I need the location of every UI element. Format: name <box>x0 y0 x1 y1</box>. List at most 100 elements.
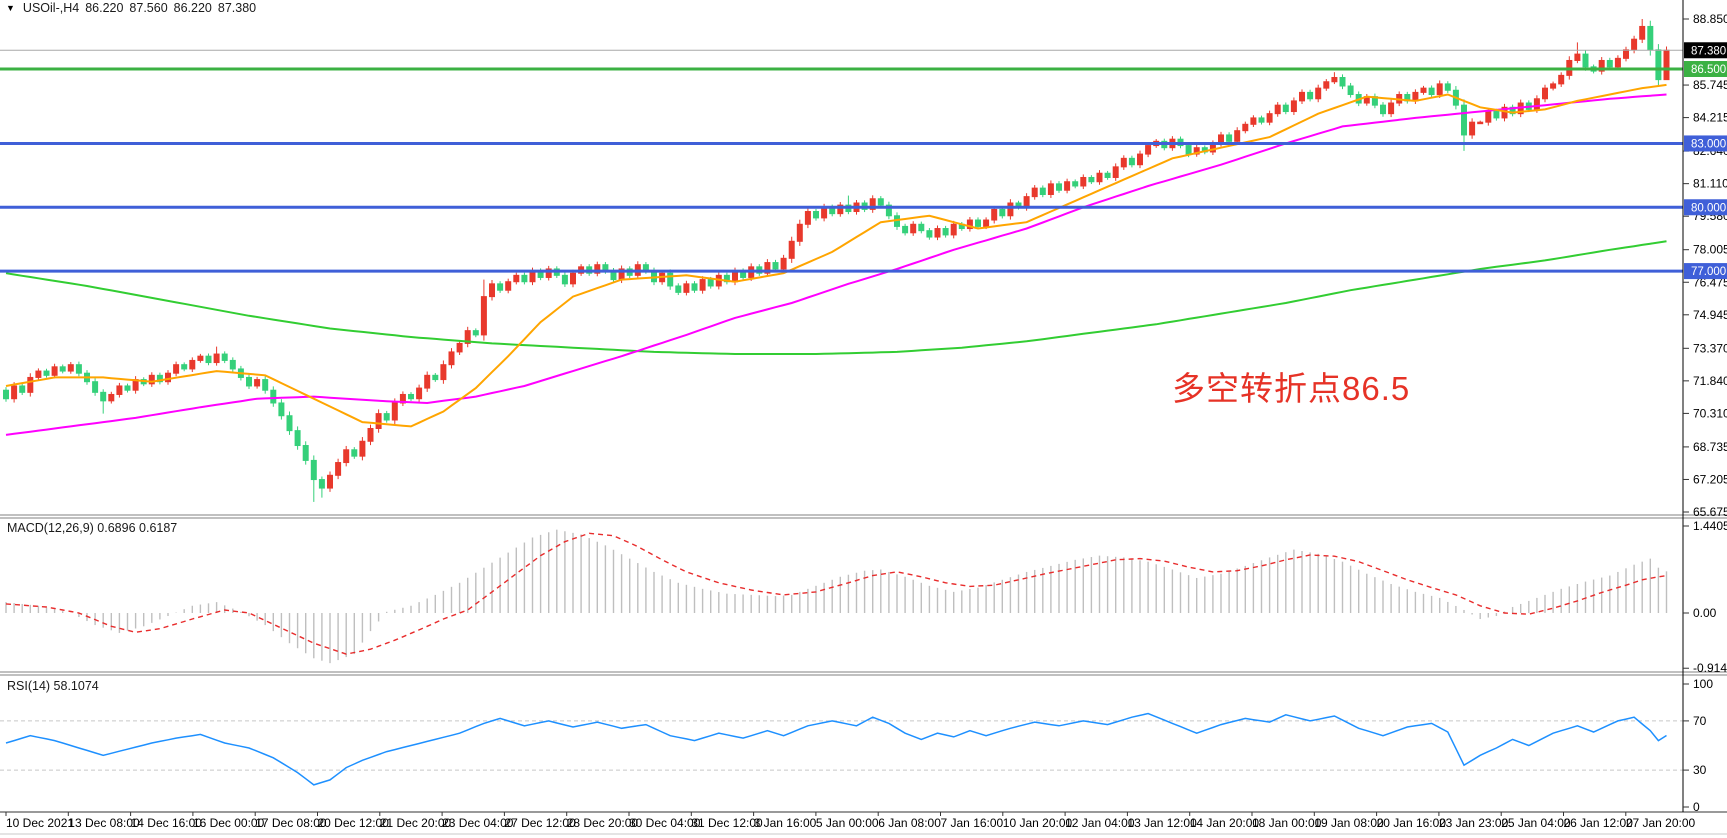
candle-body <box>148 374 155 385</box>
candle-body <box>1096 172 1103 183</box>
candle-body <box>59 366 66 372</box>
price-tick-label: 74.945 <box>1693 308 1727 322</box>
candle-body <box>43 370 50 376</box>
candle-body <box>1347 85 1354 96</box>
time-tick-label: 14 Jan 20:00 <box>1190 816 1260 830</box>
rsi-line <box>5 712 1667 786</box>
candle-body <box>975 219 981 227</box>
ohlc-high-value: 87.560 <box>129 1 168 15</box>
candle-body <box>399 393 406 404</box>
candle-body <box>262 379 269 391</box>
candle-body <box>189 359 196 370</box>
candle-body <box>294 430 301 447</box>
candle-body <box>561 274 568 285</box>
rsi-tick-label: 100 <box>1693 677 1713 691</box>
candle-body <box>1436 83 1443 96</box>
candle-body <box>877 198 884 206</box>
time-tick-label: 23 Jan 23:00 <box>1439 816 1509 830</box>
candle-body <box>699 279 706 291</box>
rsi-indicator-label: RSI(14) 58.1074 <box>7 679 99 693</box>
candle-body <box>999 208 1006 217</box>
candle-body <box>375 413 382 430</box>
candle-body <box>424 374 431 389</box>
macd-tick-label: 1.4405 <box>1693 519 1727 533</box>
candle-body <box>270 389 277 404</box>
candle-body <box>1598 59 1605 72</box>
time-tick-label: 27 Dec 12:00 <box>504 816 576 830</box>
candle-body <box>205 355 212 364</box>
candle-body <box>1647 25 1654 51</box>
candle-body <box>1331 76 1338 83</box>
candle-body <box>1250 117 1257 125</box>
candle-body <box>11 385 18 400</box>
candle-body <box>683 283 690 293</box>
candle-body <box>707 279 714 287</box>
candle-body <box>796 223 803 242</box>
candle-body <box>1274 104 1281 115</box>
candle-body <box>813 211 819 219</box>
candle-body <box>1226 134 1233 142</box>
price-level-badge <box>1684 135 1727 152</box>
ohlc-low-value: 86.220 <box>173 1 212 15</box>
time-tick-label: 14 Dec 16:00 <box>131 816 203 830</box>
candle-body <box>1031 187 1038 198</box>
candle-body <box>1234 130 1241 142</box>
candle-body <box>254 379 261 387</box>
time-tick-label: 16 Dec 00:00 <box>193 816 265 830</box>
price-tick-label: 68.735 <box>1693 440 1727 454</box>
candle-body <box>181 364 188 370</box>
candle-body <box>837 204 844 215</box>
candle-body <box>335 462 342 476</box>
candle-body <box>1007 202 1014 217</box>
candle-body <box>1299 91 1305 102</box>
candle-body <box>480 296 487 336</box>
candle-body <box>1428 87 1435 96</box>
price-level-badge-label: 86.500 <box>1691 64 1726 76</box>
candle-body <box>1290 100 1297 113</box>
macd-indicator-label: MACD(12,26,9) 0.6896 0.6187 <box>7 521 178 535</box>
time-tick-label: 7 Jan 16:00 <box>941 816 1004 830</box>
annotation-text: 多空转折点86.5 <box>1172 370 1411 407</box>
candle-body <box>367 428 374 442</box>
rsi-tick-label: 70 <box>1693 714 1707 728</box>
ma-mid-magenta-line <box>5 93 1667 436</box>
candle-body <box>1477 121 1484 125</box>
candle-body <box>1509 106 1516 115</box>
price-level-badge <box>1684 263 1727 280</box>
candle-body <box>1339 76 1346 87</box>
candle-body <box>885 204 892 217</box>
candle-body <box>213 353 220 364</box>
time-tick-label: 18 Jan 00:00 <box>1252 816 1322 830</box>
time-tick-label: 31 Dec 12:00 <box>691 816 763 830</box>
ohlc-close-value: 87.380 <box>217 1 257 15</box>
candle-body <box>983 219 990 227</box>
candle-body <box>804 211 811 225</box>
candle-body <box>1112 166 1119 178</box>
price-tick-label: 65.675 <box>1693 505 1727 519</box>
candle-body <box>1128 157 1135 166</box>
time-tick-label: 27 Jan 20:00 <box>1626 816 1696 830</box>
symbol-dropdown-icon[interactable]: ▼ <box>6 3 15 13</box>
price-tick-label: 70.310 <box>1693 406 1727 420</box>
candle-body <box>278 402 285 417</box>
candle-body <box>310 459 317 481</box>
candle-body <box>1039 187 1046 196</box>
candle-body <box>1056 183 1062 191</box>
candle-body <box>869 198 876 210</box>
candle-body <box>318 479 325 489</box>
candle-body <box>1420 87 1427 93</box>
time-tick-label: 20 Jan 16:00 <box>1377 816 1447 830</box>
time-tick-label: 26 Jan 12:00 <box>1564 816 1634 830</box>
candle-body <box>1137 153 1143 166</box>
candle-body <box>675 285 682 293</box>
ma-slow-green-line <box>5 240 1667 355</box>
candle-body <box>100 391 107 402</box>
candle-body <box>351 449 358 457</box>
time-tick-label: 13 Dec 08:00 <box>68 816 140 830</box>
candle-body <box>902 225 909 234</box>
candle-body <box>1485 111 1492 123</box>
time-tick-label: 21 Dec 20:00 <box>380 816 452 830</box>
price-level-badge-label: 87.380 <box>1691 45 1726 57</box>
candle-body <box>1606 59 1613 68</box>
